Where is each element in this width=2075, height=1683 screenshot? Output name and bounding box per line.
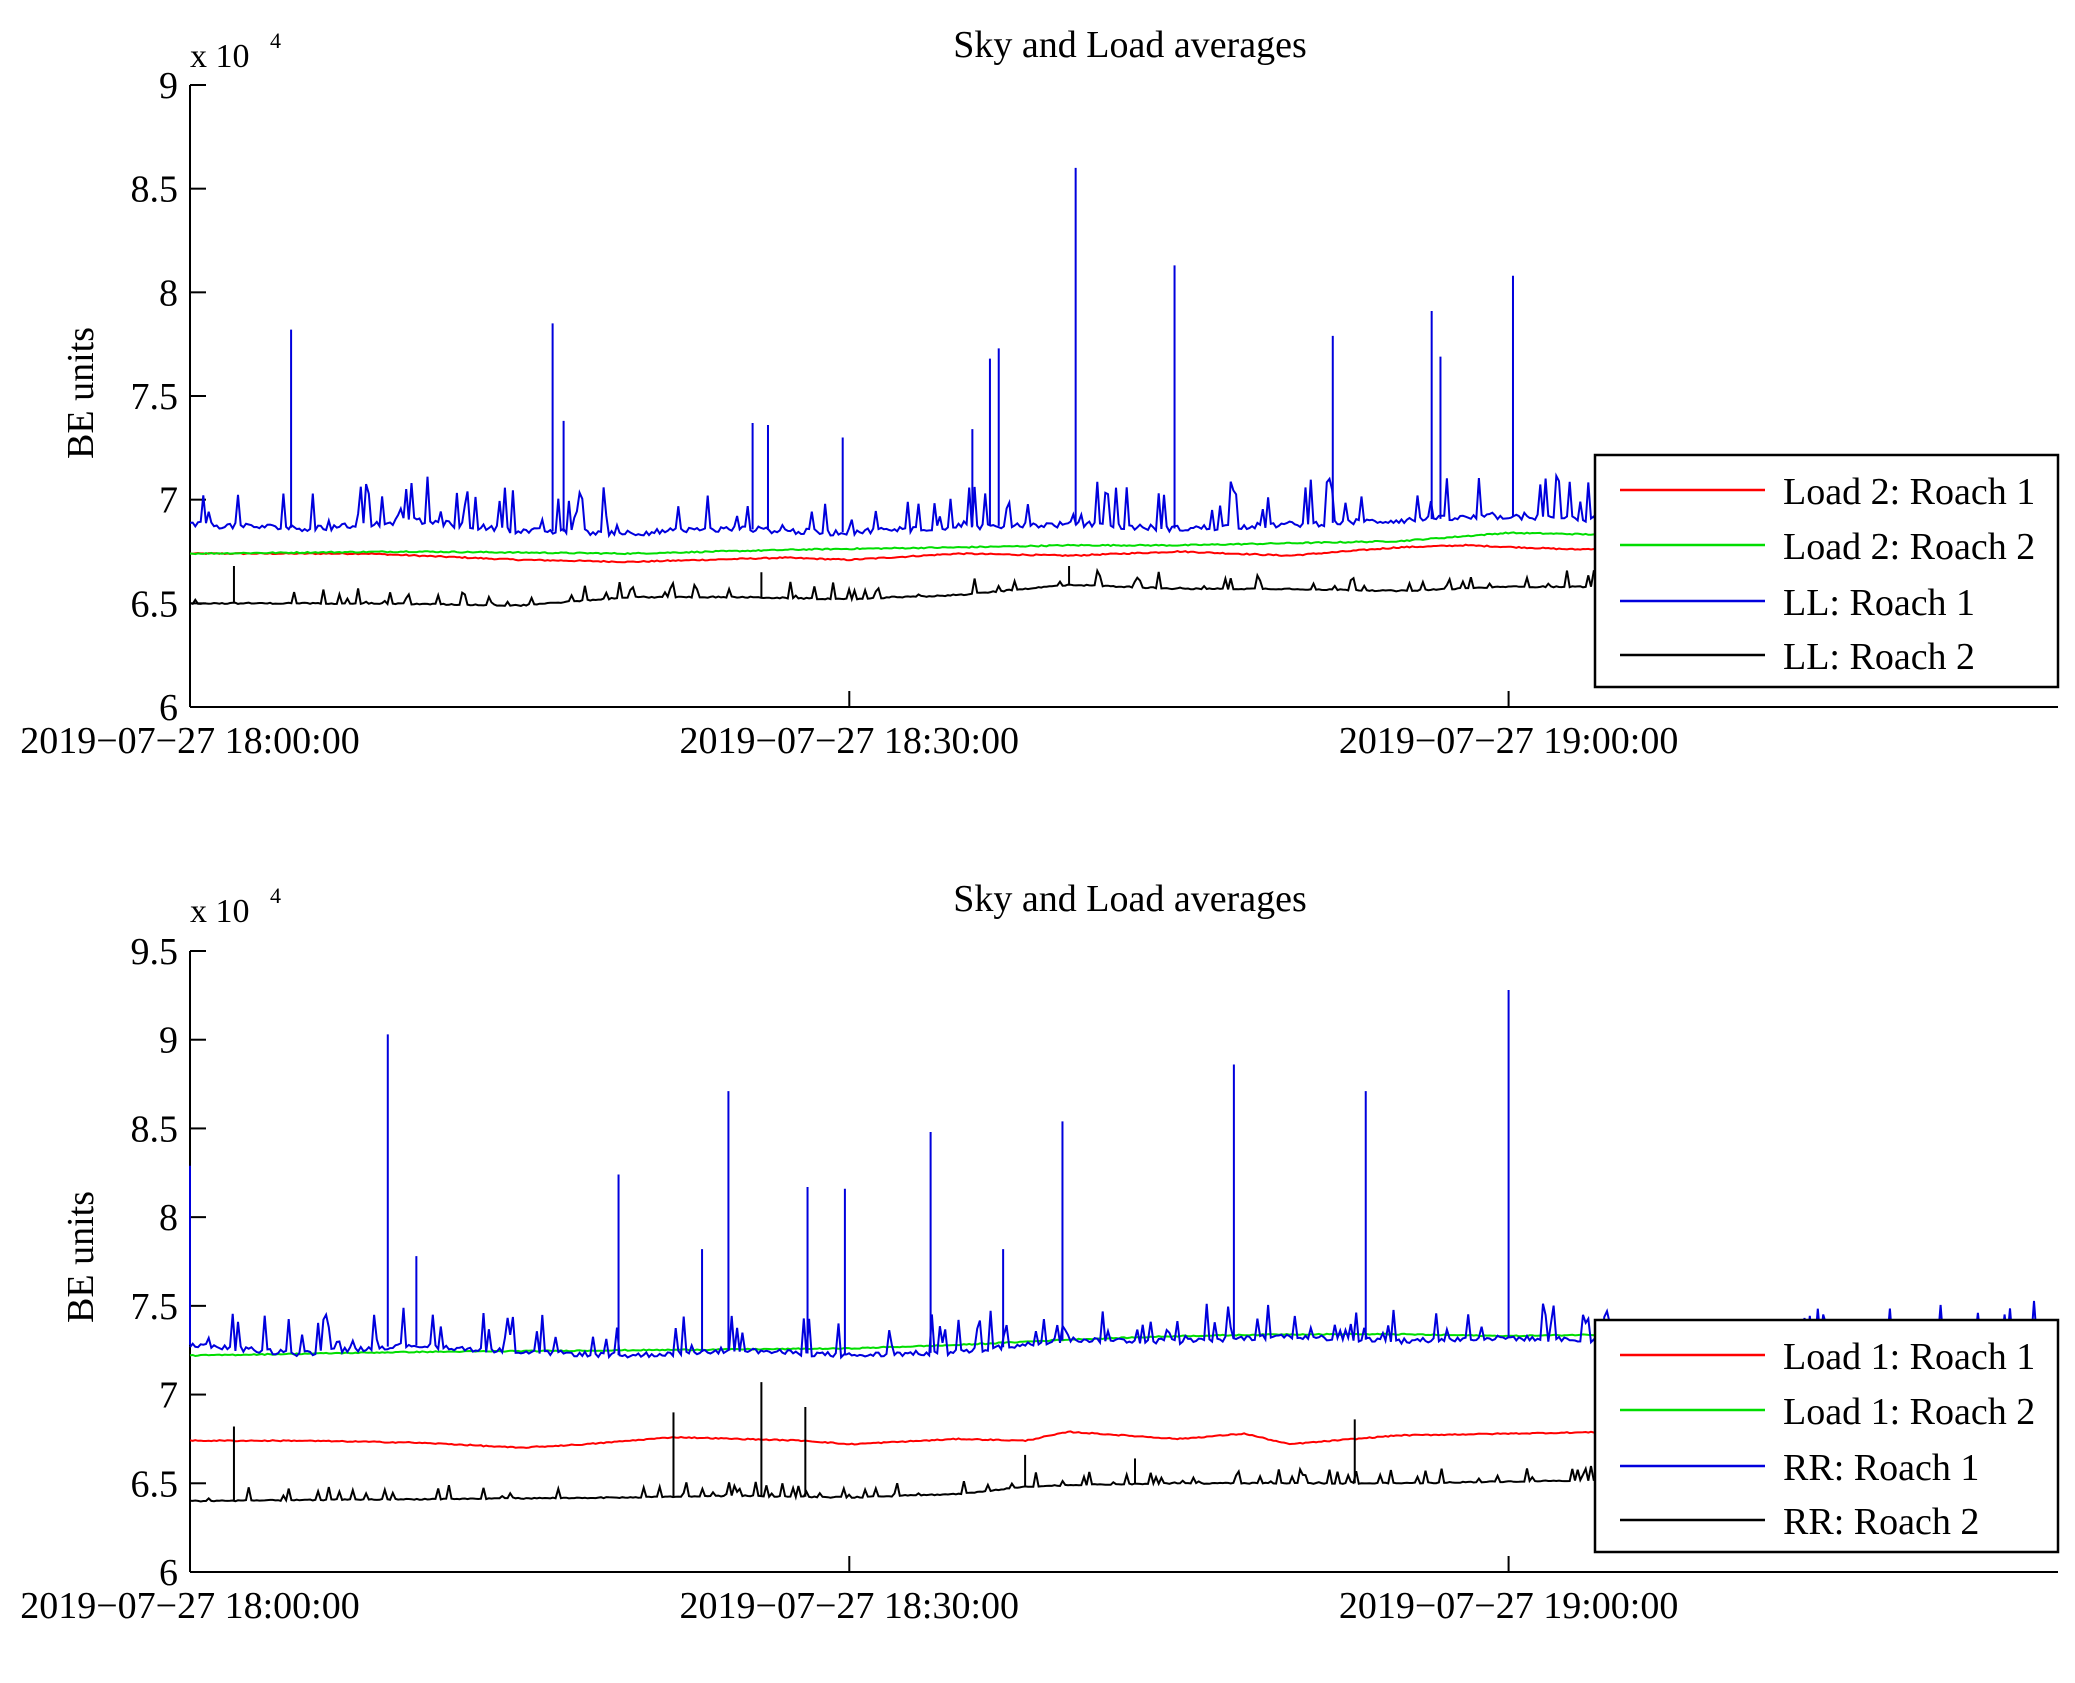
y-tick-label: 9 [159,65,178,107]
y-axis-label: BE units [60,327,102,459]
y-tick-label: 6.5 [131,1463,179,1505]
x-tick-label: 2019−07−27 18:30:00 [680,720,1019,762]
x-tick-label: 2019−07−27 18:30:00 [680,1585,1019,1627]
chart-title: Sky and Load averages [953,878,1307,920]
y-tick-label: 6 [159,1552,178,1594]
legend-label-2: RR: Roach 1 [1783,1447,1979,1489]
legend: Load 2: Roach 1 Load 2: Roach 2 LL: Roac… [1593,453,2060,689]
chart-top: Sky and Load averages x 10 4 BE units 66… [20,24,2060,762]
y-multiplier-base: x 10 [190,38,250,75]
y-tick-label: 7 [159,1375,178,1417]
y-axis-label: BE units [60,1191,102,1323]
y-tick-label: 8.5 [131,169,179,211]
y-tick-label: 6 [159,687,178,729]
x-tick-label: 2019−07−27 18:00:00 [20,1585,359,1627]
y-tick-label: 8 [159,1197,178,1239]
plot-area: 6 6.5 7 7.5 8 8.5 9 2019−07−27 18:00:00 2019−07−… [20,65,2059,762]
y-tick-label: 7.5 [131,376,179,418]
legend: Load 1: Roach 1 Load 1: Roach 2 RR: Roac… [1593,1318,2060,1554]
chart-bottom: Sky and Load averages x 10 4 BE units 6 6… [20,878,2060,1627]
legend-label-0: Load 2: Roach 1 [1783,471,2035,513]
x-tick-label: 2019−07−27 19:00:00 [1339,720,1678,762]
y-tick-label: 8 [159,272,178,314]
series-rr-roach-1 [189,990,2059,1360]
y-tick-label: 6.5 [131,583,179,625]
legend-label-3: LL: Roach 2 [1783,636,1975,678]
y-multiplier-exponent: 4 [270,28,281,53]
legend-label-3: RR: Roach 2 [1783,1501,1979,1543]
y-multiplier-base: x 10 [190,893,250,930]
legend-box [1593,453,2060,689]
y-tick-label: 7 [159,480,178,522]
y-tick-label: 9.5 [131,931,179,973]
chart-title: Sky and Load averages [953,24,1307,66]
legend-box [1593,1318,2060,1554]
y-multiplier: x 10 4 [190,28,281,75]
y-tick-label: 7.5 [131,1286,179,1328]
y-tick-label: 8.5 [131,1108,179,1150]
x-tick-label: 2019−07−27 19:00:00 [1339,1585,1678,1627]
legend-label-2: LL: Roach 1 [1783,582,1975,624]
x-tick-label: 2019−07−27 18:00:00 [20,720,359,762]
legend-label-0: Load 1: Roach 1 [1783,1336,2035,1378]
legend-label-1: Load 1: Roach 2 [1783,1391,2035,1433]
y-multiplier-exponent: 4 [270,883,281,908]
y-tick-label: 9 [159,1020,178,1062]
legend-label-1: Load 2: Roach 2 [1783,526,2035,568]
y-multiplier: x 10 4 [190,883,281,930]
